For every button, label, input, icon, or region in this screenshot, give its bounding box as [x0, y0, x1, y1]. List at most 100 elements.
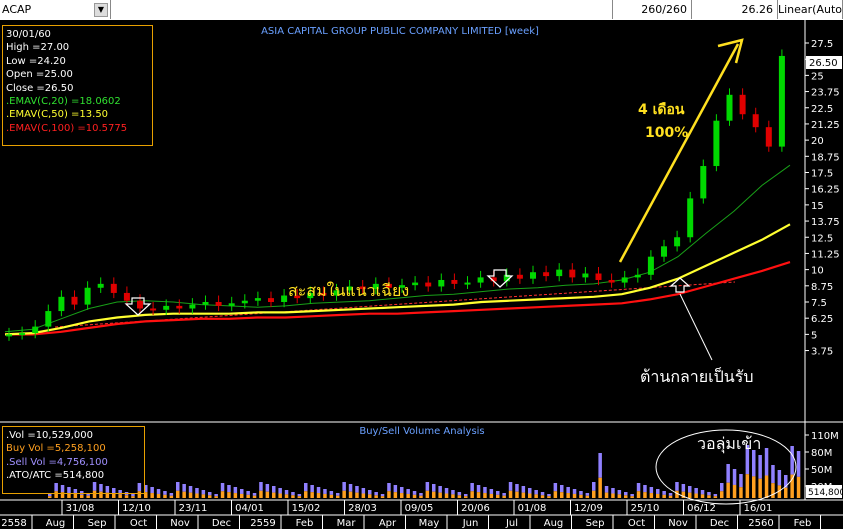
x-date-label: 20/06: [461, 503, 490, 514]
volume-bar-sell: [489, 489, 494, 494]
volume-bar-sell: [374, 492, 378, 496]
volume-bar-sell: [406, 489, 410, 494]
candle-body: [530, 272, 536, 279]
x-date-label: 25/10: [631, 503, 660, 514]
volume-bar-sell: [662, 491, 666, 495]
candle-body: [359, 286, 366, 290]
volume-bar-sell: [67, 487, 71, 494]
ema20-line: [4, 164, 791, 333]
volume-bar-sell: [444, 488, 449, 494]
volume-bar-sell: [137, 483, 142, 492]
gain-percent-label: 100%: [645, 125, 688, 141]
candle-body: [254, 298, 261, 301]
volume-bar-buy: [291, 495, 295, 498]
candle-body: [215, 302, 222, 306]
volume-bar-buy: [118, 494, 122, 498]
candle-body: [97, 283, 104, 288]
volume-bar-sell: [617, 490, 622, 495]
volume-bar-buy: [432, 491, 436, 498]
x-month-label: Jun: [462, 518, 479, 529]
volume-bar-buy: [572, 493, 577, 498]
volume-bar-buy: [105, 492, 110, 498]
volume-bar-sell: [547, 494, 551, 497]
candle-body: [189, 304, 196, 309]
candles: [6, 49, 785, 341]
x-date-label: 15/02: [292, 503, 321, 514]
volume-bar-buy: [374, 495, 378, 498]
volume-bar-buy: [688, 492, 692, 498]
volume-bar-sell: [361, 488, 366, 494]
candle-body: [176, 305, 183, 309]
y-tick-label: 17.5: [811, 169, 833, 180]
volume-bar-sell: [592, 482, 596, 491]
volume-bar-buy: [400, 493, 404, 498]
candle-body: [595, 273, 602, 280]
volume-bar-buy: [534, 494, 538, 498]
volume-bar-sell: [675, 482, 679, 491]
chevron-down-icon[interactable]: ▼: [94, 3, 108, 17]
x-month-label: Mar: [337, 518, 357, 529]
price-chart[interactable]: ASIA CAPITAL GROUP PUBLIC COMPANY LIMITE…: [0, 20, 843, 529]
volume-bar-sell: [553, 483, 558, 492]
ema50-line: [4, 223, 791, 336]
candle-body: [608, 279, 615, 283]
volume-bar-buy: [227, 492, 231, 498]
volume-bar-sell: [611, 488, 615, 494]
x-month-label: May: [419, 518, 440, 529]
candle-body: [123, 292, 130, 301]
volume-bar-sell: [726, 464, 730, 483]
volume-bar-sell: [624, 492, 628, 496]
volume-bars: [48, 445, 801, 498]
info-buy-volume: Buy Vol =5,258,100: [6, 443, 106, 455]
x-date-label: 01/08: [518, 503, 547, 514]
volume-bar-buy: [112, 493, 116, 498]
volume-bar-sell: [291, 492, 295, 496]
volume-bar-buy: [150, 493, 154, 498]
volume-bar-sell: [713, 494, 718, 497]
volume-bar-sell: [540, 492, 545, 496]
candle-body: [661, 246, 667, 257]
volume-bar-buy: [60, 492, 65, 498]
volume-bar-sell: [764, 448, 769, 476]
volume-bar-buy: [496, 494, 500, 498]
volume-bar-buy: [585, 495, 590, 498]
volume-bar-sell: [528, 488, 532, 494]
info-ema50: .EMAV(C,50) =13.50: [6, 109, 109, 121]
volume-bar-buy: [643, 492, 647, 498]
volume-bar-sell: [796, 451, 801, 477]
volume-bar-buy: [182, 491, 186, 498]
volume-bar-buy: [348, 491, 353, 498]
volume-bar-sell: [784, 475, 788, 488]
candle-body: [516, 274, 523, 279]
down-arrow-icon: [486, 269, 514, 288]
volume-bar-sell: [579, 491, 583, 495]
x-axis-dates: 31/08 12/10 23/11 04/01 15/02 28/03 09/05 20/06…: [61, 500, 772, 515]
x-month-label: Nov: [668, 518, 688, 529]
scale-mode[interactable]: Linear(Auto): [778, 0, 843, 19]
candle-body: [163, 305, 170, 310]
volume-bar-sell: [598, 453, 602, 478]
symbol-value[interactable]: ACAP: [2, 3, 32, 16]
candle-body: [438, 279, 445, 287]
volume-inflow-label: วอลุ่มเข้า: [697, 434, 761, 454]
uptrend-arrow-line: [618, 43, 740, 263]
symbol-selector[interactable]: ACAP ▼: [0, 0, 111, 19]
volume-bar-sell: [99, 484, 103, 492]
volume-bar-buy: [758, 478, 762, 498]
volume-bar-buy: [521, 492, 526, 498]
volume-bar-buy: [380, 496, 385, 498]
volume-bar-buy: [297, 496, 302, 498]
volume-bar-sell: [393, 485, 398, 493]
volume-bar-buy: [272, 492, 276, 498]
volume-bar-sell: [720, 483, 724, 492]
candle-body: [84, 287, 91, 305]
candle-body: [58, 296, 65, 312]
volume-bar-buy: [700, 494, 705, 498]
volume-bar-sell: [572, 489, 577, 494]
x-month-label: Dec: [212, 518, 231, 529]
x-month-label: Feb: [794, 518, 812, 529]
y-tick-label: 22.5: [811, 104, 833, 115]
volume-bar-buy: [240, 493, 244, 498]
x-date-label: 23/11: [179, 503, 208, 514]
volume-bar-buy: [124, 495, 129, 498]
